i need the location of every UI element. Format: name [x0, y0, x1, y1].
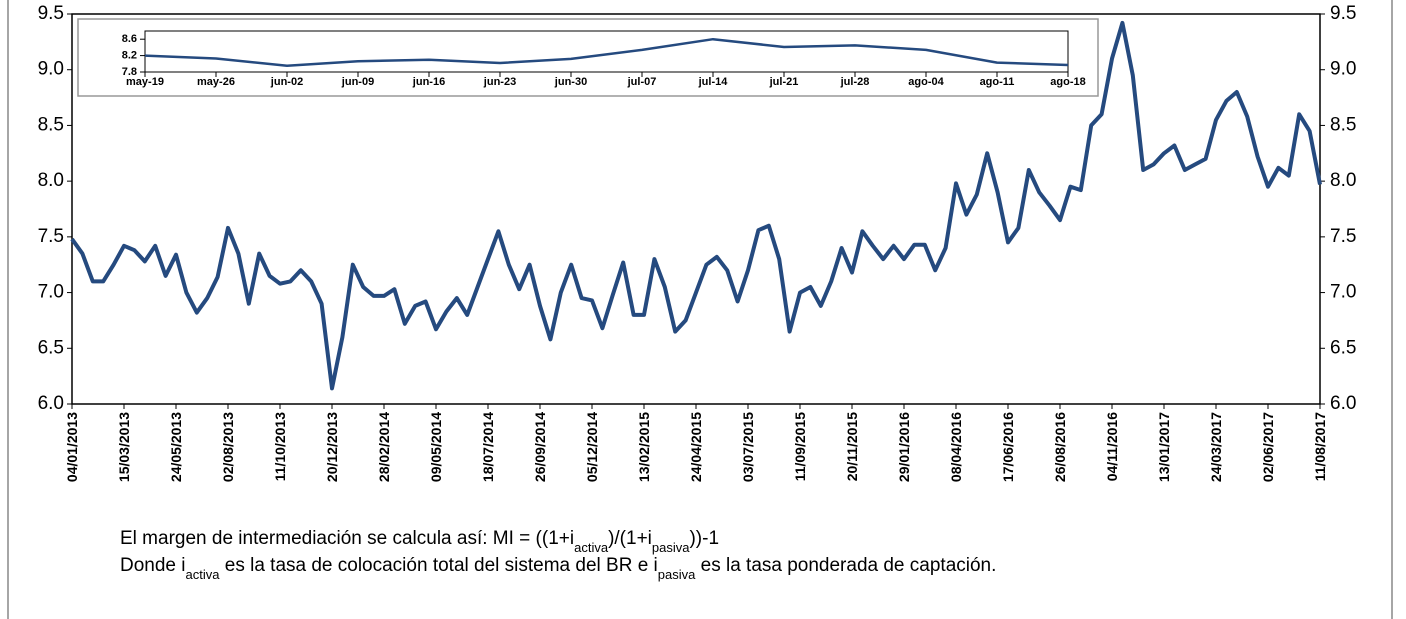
note-text: )/(1+i	[608, 528, 652, 549]
note-subscript: pasiva	[652, 540, 690, 555]
x-tick-label: 15/03/2013	[116, 412, 132, 482]
x-tick-label: 02/06/2017	[1260, 412, 1276, 482]
x-tick-label: jun-16	[412, 76, 445, 88]
x-tick-label: 29/01/2016	[896, 412, 912, 482]
x-tick-label: 05/12/2014	[584, 412, 600, 482]
x-tick-label: ago-18	[1050, 76, 1085, 88]
x-tick-label: jun-02	[270, 76, 303, 88]
x-tick-label: 09/05/2014	[428, 412, 444, 482]
x-tick-label: 11/09/2015	[792, 412, 808, 482]
x-tick-label: 08/04/2016	[948, 412, 964, 482]
x-tick-label: 24/03/2017	[1208, 412, 1224, 482]
y-tick-label-right: 9.0	[1330, 59, 1356, 80]
x-tick-label: 20/11/2015	[844, 412, 860, 482]
x-tick-label: 24/05/2013	[168, 412, 184, 482]
x-tick-label: 18/07/2014	[480, 412, 496, 482]
y-tick-label-right: 7.5	[1330, 226, 1356, 247]
y-tick-label-right: 6.5	[1330, 337, 1356, 358]
note-subscript: activa	[574, 540, 609, 555]
data-line	[144, 37, 1069, 68]
note-text: es la tasa de colocación total del siste…	[219, 555, 657, 576]
y-tick-label-right: 8.5	[1330, 114, 1356, 135]
y-tick-label: 8.0	[38, 170, 64, 191]
x-tick-label: 24/04/2015	[688, 412, 704, 482]
inset-plot-border	[144, 30, 1069, 73]
x-tick-label: 04/11/2016	[1104, 412, 1120, 482]
y-tick-label: 8.2	[122, 50, 137, 62]
y-tick-label: 7.5	[38, 226, 64, 247]
x-tick-label: 13/02/2015	[636, 412, 652, 482]
x-tick-label: jun-23	[483, 76, 516, 88]
y-tick-label-right: 7.0	[1330, 282, 1356, 303]
x-tick-label: 28/02/2014	[376, 412, 392, 482]
x-tick-label: may-26	[197, 76, 235, 88]
x-tick-label: 04/01/2013	[64, 412, 80, 482]
y-tick-label: 7.0	[38, 282, 64, 303]
x-tick-label: ago-04	[908, 76, 944, 88]
x-tick-label: 13/01/2017	[1156, 412, 1172, 482]
x-tick-label: 11/10/2013	[272, 412, 288, 482]
y-tick-label-right: 9.5	[1330, 3, 1356, 24]
note-subscript: activa	[186, 567, 221, 582]
x-tick-label: 02/08/2013	[220, 412, 236, 482]
y-tick-label-right: 6.0	[1330, 393, 1356, 414]
x-tick-label: 03/07/2015	[740, 412, 756, 482]
note: El margen de intermediación se calcula a…	[120, 528, 719, 555]
x-tick-label: jul-21	[769, 76, 799, 88]
x-tick-label: jul-28	[840, 76, 870, 88]
y-tick-label: 6.5	[38, 337, 64, 358]
y-tick-label: 9.5	[38, 3, 64, 24]
note-text: es la tasa ponderada de captación.	[695, 555, 996, 576]
x-tick-label: 26/08/2016	[1052, 412, 1068, 482]
x-tick-label: 17/06/2016	[1000, 412, 1016, 482]
y-tick-label: 9.0	[38, 59, 64, 80]
note-text: ))-1	[689, 528, 719, 549]
x-tick-label: jul-14	[698, 76, 729, 88]
x-tick-label: jul-07	[627, 76, 657, 88]
x-tick-label: jun-09	[341, 76, 374, 88]
x-tick-label: ago-11	[980, 76, 1015, 88]
x-tick-label: 11/08/2017	[1312, 412, 1328, 482]
note-subscript: pasiva	[658, 567, 696, 582]
x-tick-label: 26/09/2014	[532, 412, 548, 482]
x-tick-label: 20/12/2013	[324, 412, 340, 482]
x-tick-label: may-19	[126, 76, 164, 88]
y-tick-label: 7.8	[122, 66, 137, 78]
data-line	[70, 20, 1322, 391]
note-text: El margen de intermediación se calcula a…	[120, 528, 574, 549]
note-text: Donde i	[120, 555, 186, 576]
y-tick-label: 8.6	[122, 33, 137, 45]
y-tick-label: 8.5	[38, 114, 64, 135]
y-tick-label: 6.0	[38, 393, 64, 414]
y-tick-label-right: 8.0	[1330, 170, 1356, 191]
note: Donde iactiva es la tasa de colocación t…	[120, 555, 996, 582]
x-tick-label: jun-30	[554, 76, 587, 88]
